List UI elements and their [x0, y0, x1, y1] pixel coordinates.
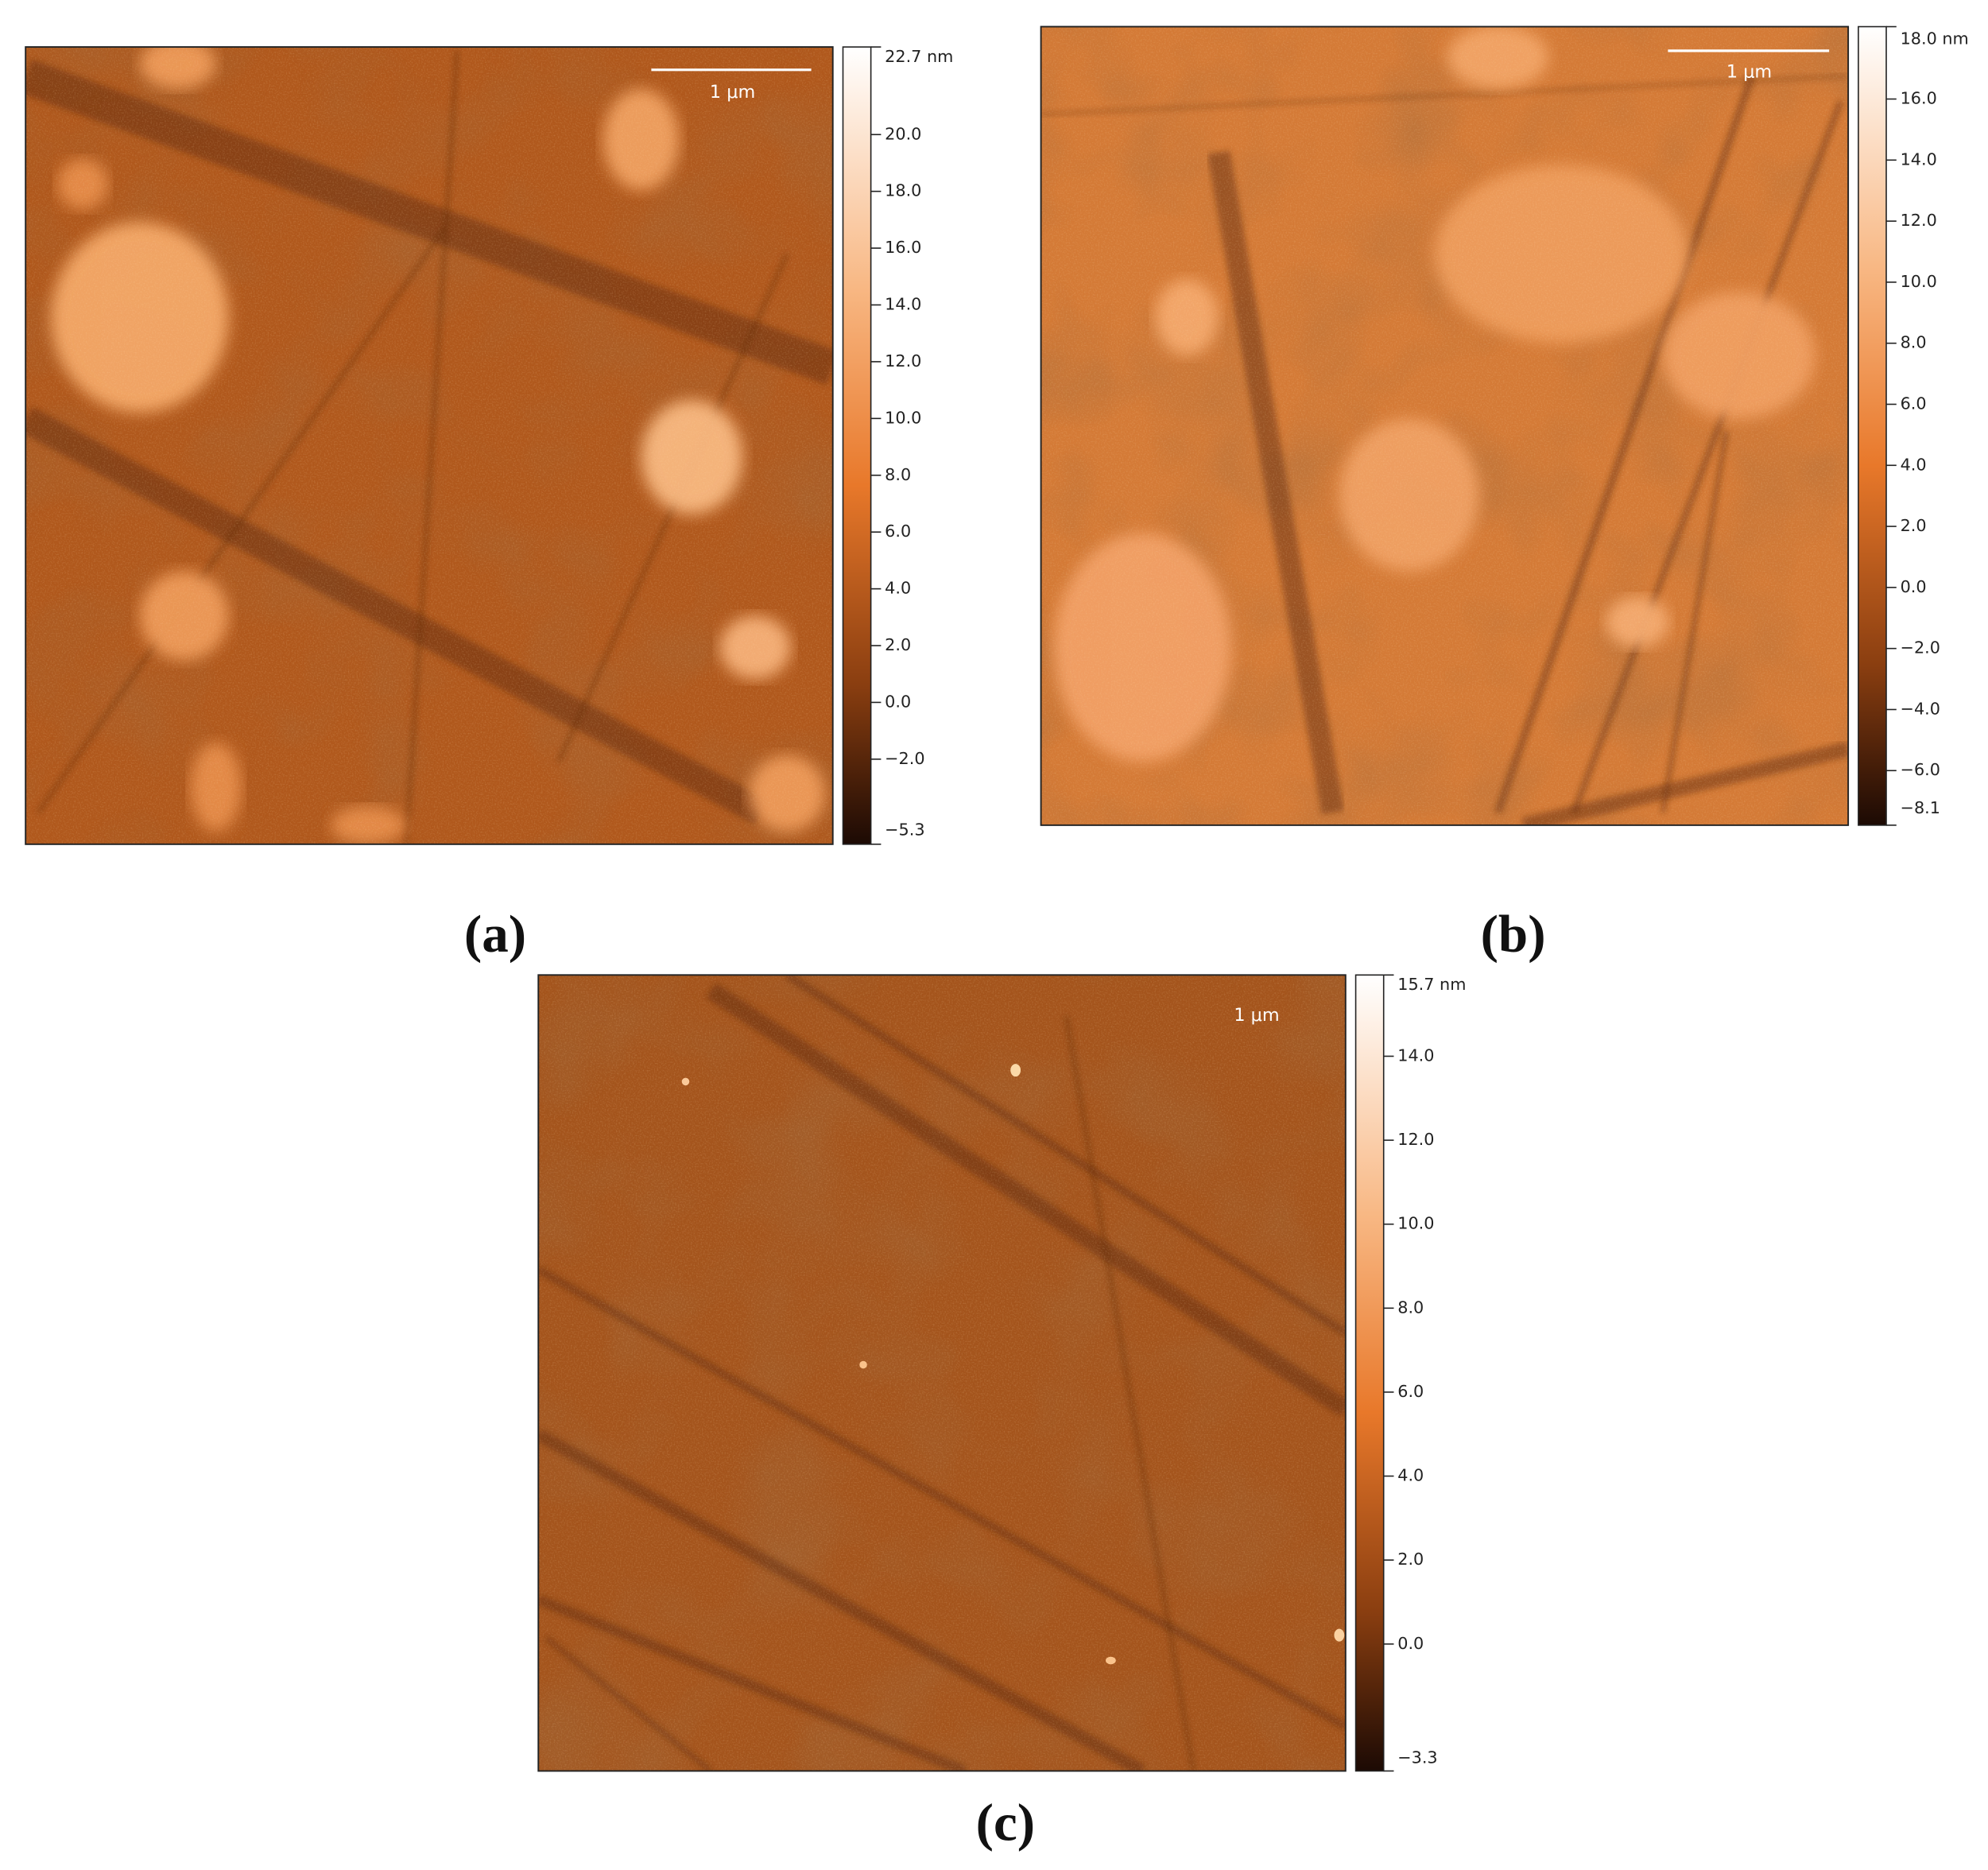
colorbar-tick-label: 0.0 [1397, 1634, 1424, 1653]
colorbar-tick-label: 10.0 [885, 408, 921, 427]
colorbar-tick-label: 10.0 [1901, 272, 1937, 291]
scale-bar-label: 1 μm [710, 82, 755, 103]
colorbar-tick-label: 12.0 [1901, 211, 1937, 230]
colorbar-tick-label: 16.0 [1901, 89, 1937, 108]
colorbar-tick-label: 14.0 [1901, 149, 1937, 169]
scale-bar-label: 1 μm [1726, 62, 1772, 83]
panel: 1 μm 18.0 nm 16.0 14.0 12.0 10.0 8.0 6.0 4.0 2.0 0… [1040, 25, 1969, 964]
colorbar-tick-label: 8.0 [1901, 333, 1927, 352]
panel: 1 μm 22.7 nm 20.0 18.0 16.0 14.0 12.0 10.0 8.0 6.… [25, 46, 953, 964]
colorbar-tick-label: 4.0 [885, 579, 911, 598]
panel-label: (b) [1481, 904, 1546, 964]
colorbar-tick-label: 2.0 [1397, 1550, 1424, 1569]
colorbar-tick-label: 2.0 [885, 635, 911, 654]
colorbar-max-label: 22.7 nm [885, 47, 953, 66]
colorbar-tick-label: −2.0 [1901, 638, 1940, 658]
colorbar-tick-label: 18.0 [885, 181, 921, 200]
colorbar-tick-label: 4.0 [1901, 455, 1927, 474]
image-frame [537, 974, 1347, 1772]
colorbar-tick-label: 8.0 [1397, 1298, 1424, 1317]
colorbar-max-label: 15.7 nm [1397, 975, 1466, 994]
colorbar [842, 46, 872, 845]
image-grain [1041, 26, 1849, 825]
colorbar [1354, 974, 1385, 1772]
colorbar-tick-label: 14.0 [1397, 1046, 1434, 1065]
panel-label: (a) [464, 904, 526, 964]
colorbar-tick-label: 4.0 [1397, 1466, 1424, 1485]
afm-image [538, 975, 1346, 1771]
colorbar-tick-label: −4.0 [1901, 699, 1940, 718]
afm-image [25, 47, 833, 844]
colorbar-tick-label: 10.0 [1397, 1214, 1434, 1233]
colorbar-max-label: 18.0 nm [1901, 29, 1969, 48]
image-grain [538, 975, 1346, 1771]
colorbar-tick-label: −6.0 [1901, 760, 1940, 779]
colorbar-tick-label: 20.0 [885, 124, 921, 143]
colorbar-tick-label: 8.0 [885, 465, 911, 484]
colorbar-min-label: −8.1 [1901, 798, 1940, 817]
colorbar-tick-label: 12.0 [885, 351, 921, 371]
panel-label: (c) [976, 1793, 1035, 1853]
colorbar-tick-label: 6.0 [1901, 394, 1927, 413]
colorbar-tick-label: 16.0 [885, 238, 921, 257]
afm-image [1041, 26, 1849, 825]
colorbar-min-label: −5.3 [885, 820, 924, 839]
colorbar-tick-label: 2.0 [1901, 516, 1927, 535]
colorbar-tick-label: 6.0 [885, 522, 911, 541]
image-frame [25, 46, 834, 845]
image-frame [1040, 25, 1850, 826]
panel: 1 μm 15.7 nm 14.0 12.0 10.0 8.0 6.0 4.0 2.0 0.0 −3… [537, 974, 1466, 1853]
colorbar-tick-label: −2.0 [885, 749, 924, 768]
colorbar-tick-label: 14.0 [885, 295, 921, 314]
colorbar-tick-label: 0.0 [885, 692, 911, 711]
colorbar-min-label: −3.3 [1397, 1748, 1437, 1767]
scale-bar-label: 1 μm [1234, 1005, 1279, 1026]
colorbar-tick-label: 12.0 [1397, 1130, 1434, 1149]
colorbar-tick-label: 0.0 [1901, 577, 1927, 596]
image-grain [25, 47, 833, 844]
colorbar [1858, 25, 1887, 826]
colorbar-tick-label: 6.0 [1397, 1382, 1424, 1401]
